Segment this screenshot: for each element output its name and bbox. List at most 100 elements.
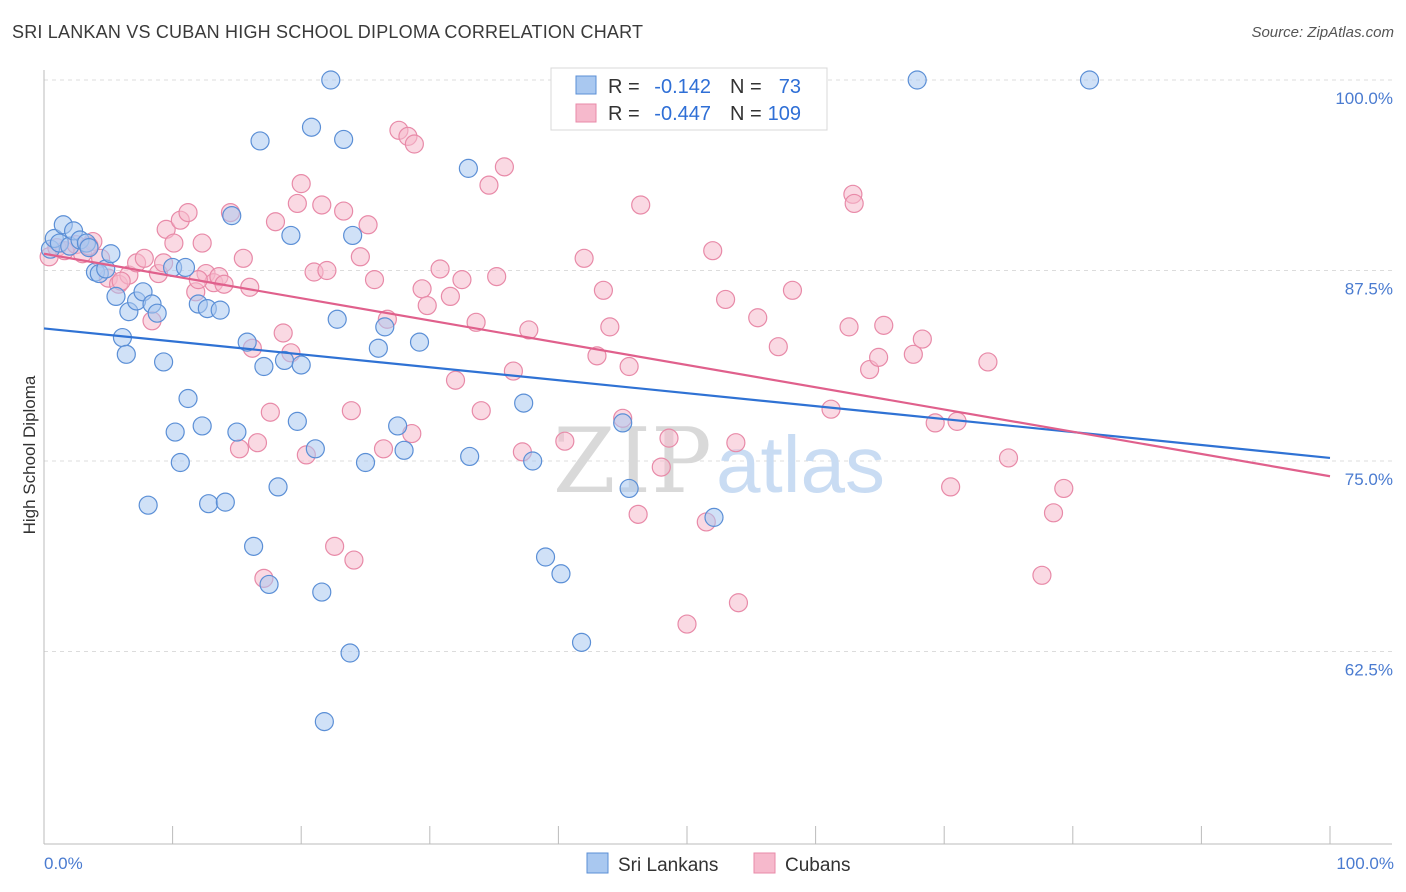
axes — [43, 70, 1392, 845]
cuban-point — [768, 337, 788, 357]
cuban-point — [358, 215, 378, 235]
cuban-point — [782, 280, 803, 300]
cuban-point — [265, 212, 286, 232]
sri-lankan-point — [254, 356, 274, 377]
sri-lankan-point — [138, 495, 158, 515]
cuban-point — [628, 504, 648, 524]
sri-lankan-point — [551, 564, 571, 584]
sri-lankans-points — [40, 70, 1100, 732]
legend-n-value: 109 — [768, 103, 801, 125]
sri-lankan-point — [340, 643, 360, 663]
cuban-point — [430, 259, 450, 279]
cuban-point — [344, 550, 364, 570]
cuban-point — [178, 202, 198, 223]
sri-lankan-point — [281, 225, 301, 246]
legend-r-label: R = — [608, 103, 640, 125]
sri-lankan-point — [116, 344, 136, 364]
watermark: ZIP atlas — [553, 409, 885, 514]
sri-lankan-point — [535, 547, 556, 567]
cuban-point — [164, 233, 184, 253]
sri-lankan-point — [327, 309, 347, 329]
sri-lankan-point — [165, 422, 185, 442]
sri-lankan-point — [199, 494, 219, 514]
series-legend: Sri Lankans Cubans — [586, 852, 851, 876]
cuban-point — [373, 439, 394, 459]
cuban-point — [445, 370, 466, 390]
x-tick-label-max: 100.0% — [1336, 854, 1394, 873]
cuban-point — [677, 614, 697, 634]
stats-legend: R = -0.142 N = 73 R = -0.447 N = 109 — [550, 67, 828, 131]
sri-lankan-point — [79, 238, 99, 258]
sri-lankan-point — [178, 388, 198, 409]
cuban-point — [312, 195, 332, 215]
sri-lankan-point — [368, 338, 388, 358]
y-tick-label: 100.0% — [1335, 89, 1393, 108]
cuban-point — [998, 448, 1019, 468]
cuban-point — [600, 317, 620, 337]
cuban-point — [619, 356, 639, 377]
sri-lankan-point — [1079, 70, 1100, 90]
sri-lankan-point — [613, 413, 633, 433]
cuban-point — [134, 248, 154, 268]
legend-label-cubans: Cubans — [785, 855, 851, 876]
sri-lankan-point — [388, 416, 408, 436]
cuban-point — [291, 174, 311, 194]
cuban-point — [471, 401, 491, 421]
sri-lankan-point — [907, 70, 927, 90]
legend-label-sri-lankans: Sri Lankans — [618, 855, 718, 876]
cuban-point — [233, 248, 253, 268]
cuban-point — [903, 344, 923, 364]
cuban-point — [1054, 478, 1074, 499]
cuban-point — [440, 286, 460, 307]
sri-lankan-point — [170, 452, 190, 473]
sri-lankan-point — [458, 158, 478, 178]
cuban-point — [574, 248, 594, 268]
cuban-point — [247, 433, 268, 453]
sri-lankan-point — [244, 536, 264, 556]
cuban-point — [555, 431, 575, 451]
y-tick-labels: 100.0% 87.5% 75.0% 62.5% — [1335, 89, 1393, 680]
cuban-point — [941, 477, 961, 497]
cuban-point — [334, 201, 354, 221]
cuban-point — [341, 401, 361, 421]
cuban-point — [519, 320, 539, 340]
sri-lankan-point — [287, 411, 307, 431]
sri-lankan-point — [314, 712, 334, 732]
sri-lankan-point — [312, 582, 332, 602]
legend-r-label: R = — [608, 76, 640, 98]
cuban-point — [317, 260, 337, 281]
cuban-point — [479, 175, 499, 195]
cuban-point — [487, 266, 507, 287]
cuban-point — [1043, 503, 1064, 523]
cuban-point — [726, 433, 746, 453]
cubans-trend-line — [43, 252, 1331, 478]
cuban-point — [978, 352, 998, 372]
cuban-point — [593, 280, 614, 300]
source-label: Source: ZipAtlas.com — [1251, 24, 1394, 41]
sri-lankan-point — [250, 131, 270, 151]
sri-lankan-point — [571, 632, 592, 652]
cuban-point — [273, 323, 293, 343]
x-tick-labels: 0.0% 100.0% — [44, 854, 1394, 873]
sri-lankan-point — [215, 492, 235, 512]
watermark-zip: ZIP — [553, 409, 712, 514]
cuban-point — [412, 279, 432, 299]
sri-lankan-point — [343, 225, 363, 246]
cuban-point — [192, 233, 212, 253]
cuban-point — [869, 347, 889, 367]
cuban-point — [659, 428, 679, 448]
sri-lankan-point — [523, 451, 543, 471]
sri-lankan-point — [175, 257, 196, 278]
legend-swatch-cubans — [575, 103, 597, 123]
sri-lankan-point — [192, 416, 212, 436]
cuban-point — [844, 193, 864, 214]
trend-lines — [43, 252, 1331, 478]
cuban-point — [494, 157, 514, 177]
y-axis-label: High School Diploma — [20, 375, 39, 534]
cuban-point — [287, 193, 307, 214]
cuban-point — [229, 439, 250, 459]
cuban-point — [748, 308, 768, 328]
sri-lankan-point — [619, 478, 639, 499]
cuban-point — [350, 247, 370, 267]
